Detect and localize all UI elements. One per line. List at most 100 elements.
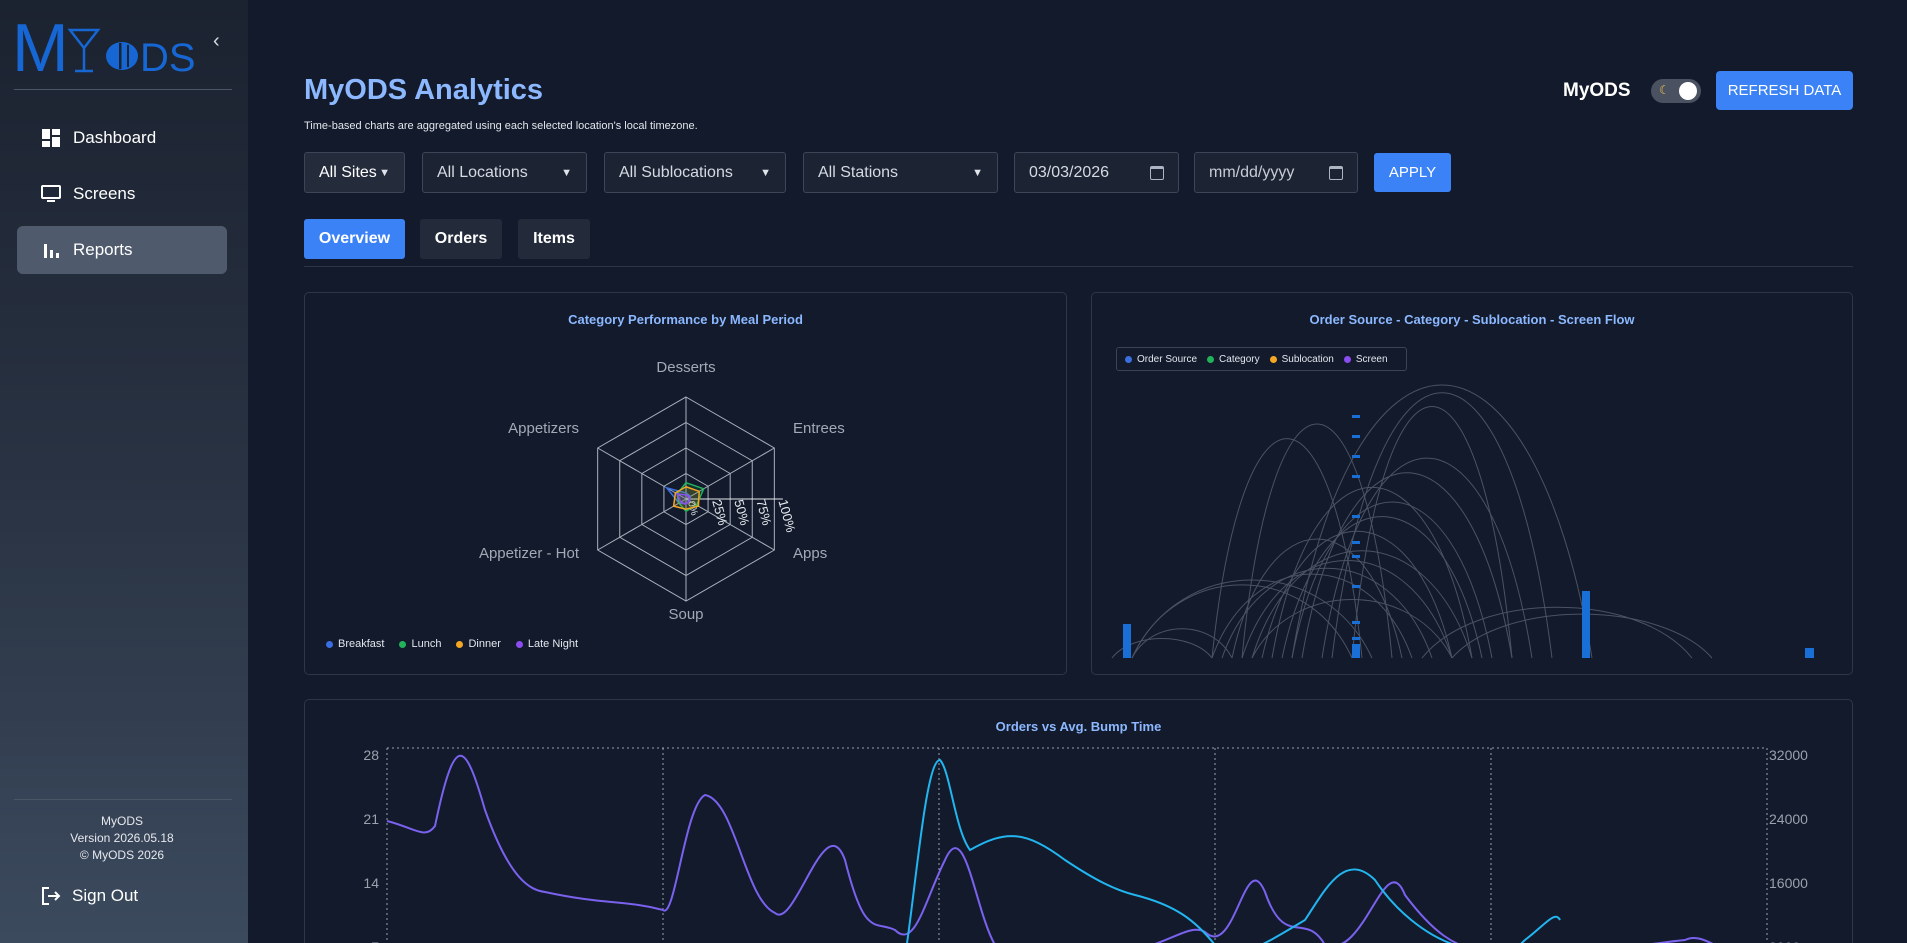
legend-label: Dinner (468, 638, 501, 650)
legend-label: Lunch (411, 638, 442, 650)
chevron-down-icon: ▼ (760, 166, 771, 179)
flow-node (1352, 475, 1360, 478)
sidebar-item-screens[interactable]: Screens (17, 170, 227, 218)
legend-label: Screen (1355, 353, 1388, 365)
radar-axis-label: Apps (793, 545, 827, 562)
legend-item-order-source[interactable]: Order Source (1125, 354, 1197, 365)
radar-spoke (685, 498, 775, 551)
sites-select-value: All Sites (319, 163, 377, 181)
y-right-tick-label: 16000 (1769, 875, 1808, 891)
legend-item-breakfast[interactable]: Breakfast (326, 638, 384, 650)
legend-dot (1207, 355, 1215, 363)
page-title: MyODS Analytics (304, 74, 544, 106)
legend-item-late-night[interactable]: Late Night (515, 638, 578, 650)
collapse-sidebar-icon[interactable]: ‹ (213, 30, 220, 52)
flow-link (1211, 573, 1413, 659)
flow-node (1352, 621, 1360, 624)
flow-link (1241, 560, 1453, 659)
legend-label: Order Source (1137, 353, 1198, 365)
radar-spoke (685, 447, 775, 500)
flow-chart-title: Order Source - Category - Sublocation - … (1309, 312, 1635, 327)
calendar-icon[interactable] (1329, 165, 1343, 180)
flow-node (1352, 435, 1360, 438)
sidebar-item-label: Dashboard (73, 128, 157, 147)
y-right-tick-label: 32000 (1769, 747, 1808, 763)
app-version: Version 2026.05.18 (70, 831, 174, 845)
legend-item-sublocation[interactable]: Sublocation (1269, 354, 1334, 365)
start-date-input[interactable]: 03/03/2026 (1014, 152, 1179, 193)
radar-axis-label: Soup (668, 606, 703, 623)
end-date-input[interactable]: mm/dd/yyyy (1194, 152, 1358, 193)
sidebar-item-label: Screens (73, 184, 136, 203)
flow-link (1221, 567, 1433, 659)
flow-link (1211, 438, 1363, 659)
legend-dot (456, 640, 464, 648)
legend-dot (399, 640, 407, 648)
flow-node (1352, 555, 1360, 558)
legend-item-lunch[interactable]: Lunch (399, 638, 441, 650)
tab-orders[interactable]: Orders (420, 219, 502, 259)
radar-chart: Desserts Entrees Apps Soup Appetizer - Hot Ap… (479, 359, 845, 623)
radar-axis-label: Desserts (656, 359, 715, 376)
legend-item-screen[interactable]: Screen (1343, 353, 1388, 365)
chevron-down-icon: ▼ (972, 166, 983, 179)
radar-tick-label: 50% (731, 498, 752, 527)
legend-item-dinner[interactable]: Dinner (456, 638, 501, 650)
line-chart: 28 21 14 7 32000 24000 16000 8000 (363, 747, 1808, 943)
calendar-icon[interactable] (1150, 165, 1164, 180)
sign-out-button[interactable]: Sign Out (40, 885, 138, 907)
flow-chart (1111, 384, 1814, 659)
bump-time-series-line (906, 758, 1561, 943)
divider (14, 799, 232, 800)
apply-button[interactable]: APPLY (1374, 153, 1451, 192)
theme-toggle[interactable]: ☾ (1651, 79, 1701, 103)
flow-node (1352, 585, 1360, 588)
flow-link (1131, 628, 1233, 659)
flow-node (1352, 637, 1360, 640)
legend-dot (1343, 355, 1351, 363)
radar-spoke (597, 447, 687, 500)
tab-overview[interactable]: Overview (304, 219, 405, 259)
legend-item-category[interactable]: Category (1207, 354, 1260, 365)
flow-node (1582, 591, 1590, 658)
legend-dot (1125, 355, 1132, 363)
monitor-icon (41, 185, 61, 202)
toggle-knob (1679, 82, 1697, 100)
stations-select[interactable]: All Stations ▼ (803, 152, 998, 193)
svg-text:M: M (12, 10, 69, 78)
flow-link (1351, 405, 1513, 659)
flow-chart-card: Order Source - Category - Sublocation - … (1091, 292, 1853, 675)
sites-select[interactable]: All Sites ▼ (304, 152, 405, 193)
flow-link (1111, 638, 1213, 659)
y-left-tick-label: 21 (363, 811, 379, 827)
locations-select[interactable]: All Locations ▼ (422, 152, 587, 193)
tab-items[interactable]: Items (518, 219, 590, 259)
sidebar-item-dashboard[interactable]: Dashboard (17, 114, 227, 162)
flow-link (1251, 550, 1473, 659)
chevron-down-icon: ▼ (379, 166, 390, 179)
flow-link (1331, 392, 1553, 659)
copyright: © MyODS 2026 (79, 848, 165, 862)
line-chart-title: Orders vs Avg. Bump Time (995, 719, 1162, 734)
radar-chart-card: Category Performance by Meal Period Dess… (304, 292, 1067, 675)
radar-series-dinner (672, 485, 701, 510)
flow-link (1321, 457, 1533, 659)
myods-logo[interactable]: M DS (12, 8, 202, 78)
radar-chart-title: Category Performance by Meal Period (568, 312, 803, 327)
version-info: MyODS Version 2026.05.18 © MyODS 2026 (0, 813, 244, 864)
flow-link (1301, 472, 1513, 659)
end-date-placeholder: mm/dd/yyyy (1209, 163, 1295, 181)
sidebar-item-reports[interactable]: Reports (17, 226, 227, 274)
sublocations-select[interactable]: All Sublocations ▼ (604, 152, 786, 193)
flow-link (1281, 516, 1483, 659)
bar-chart-icon (44, 244, 59, 258)
sublocations-select-value: All Sublocations (619, 163, 733, 181)
moon-icon: ☾ (1659, 83, 1670, 97)
radar-series-late-night (675, 493, 691, 505)
flow-link (1421, 606, 1693, 659)
flow-node (1123, 624, 1131, 658)
legend-label: Breakfast (338, 638, 385, 650)
page-subtitle: Time-based charts are aggregated using e… (304, 120, 698, 132)
svg-text:DS: DS (140, 36, 196, 78)
refresh-data-button[interactable]: REFRESH DATA (1716, 71, 1853, 110)
